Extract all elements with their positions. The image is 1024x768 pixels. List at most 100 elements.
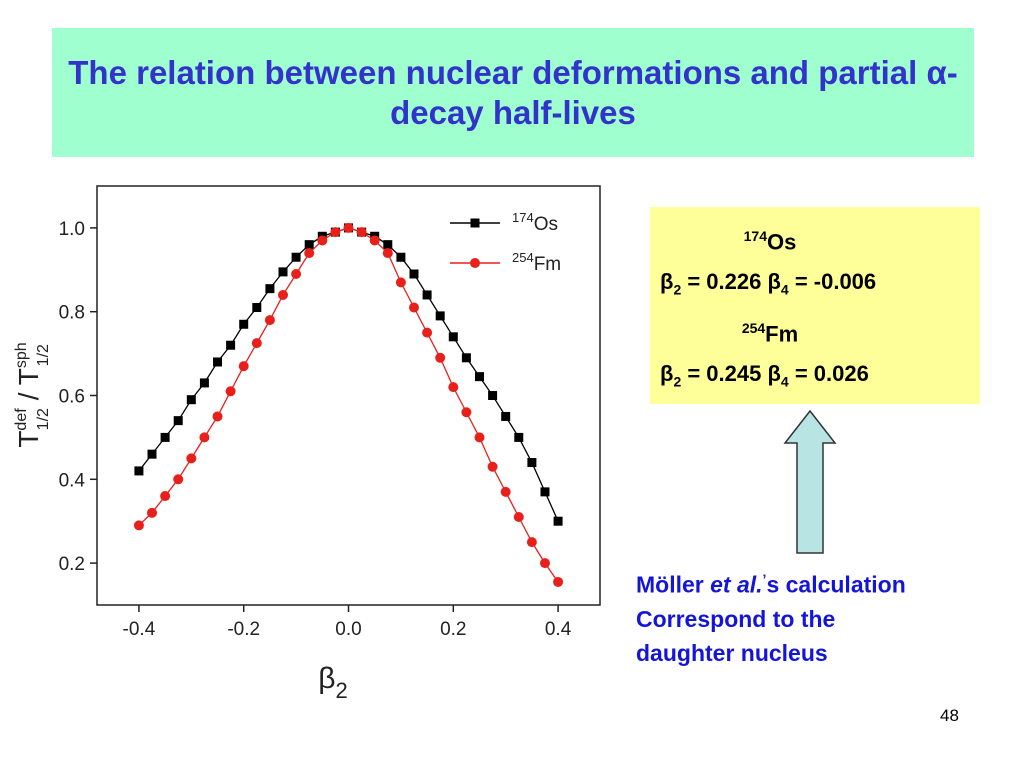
y-tick-label: 1.0 [59,219,85,240]
data-point [251,338,262,349]
data-point [173,474,184,485]
text: β [660,269,674,294]
data-point [186,453,197,464]
y-tick-label: 0.6 [59,387,85,408]
x-axis-label: β2 [318,662,348,700]
subscript: 4 [780,281,789,298]
data-point [199,432,210,443]
y-label-sup: sph [13,342,30,368]
mass-number: 254 [741,320,766,336]
data-point [540,487,550,497]
data-point [448,382,459,393]
data-point [291,268,302,279]
info-line: β2 = 0.245 β4 = 0.026 [660,351,970,397]
data-point [160,432,170,442]
subscript: 4 [780,373,789,390]
data-point [461,353,471,363]
data-point [186,395,196,405]
data-point [500,486,511,497]
data-point [239,319,249,329]
data-point [526,537,537,548]
note-line: daughter nucleus [636,639,828,666]
mass-number: 174 [743,228,767,244]
x-tick-label: 0.2 [440,619,466,640]
data-point [435,352,446,363]
data-point [408,302,419,313]
data-point [527,458,537,468]
text: = -0.006 [788,269,877,294]
data-point [278,289,289,300]
data-point [133,520,144,531]
legend-marker [470,218,480,228]
data-point [553,516,563,526]
data-point [539,558,550,569]
data-point [265,284,275,294]
data-point [212,411,223,422]
legend-label: 254Fm [512,250,561,275]
data-point [160,491,171,502]
arrow [783,409,837,554]
subscript: 2 [673,373,682,390]
apostrophe: ’ [762,571,767,587]
data-point [487,461,498,472]
element: Os [767,229,797,255]
data-point [147,449,157,459]
y-tick-label: 0.4 [59,470,86,491]
data-point [448,332,458,342]
x-label-sub: 2 [336,678,348,700]
series-line [138,227,559,583]
text: Möller [636,571,711,598]
x-label-main: β [318,662,335,695]
data-point [226,340,236,350]
data-point [199,378,209,388]
data-point [514,432,524,442]
data-point [330,227,341,238]
data-point [395,277,406,288]
x-tick-label: 0.0 [335,619,361,640]
x-tick-label: -0.2 [227,619,260,640]
y-label-main: / T [13,368,44,408]
data-point [317,235,328,246]
data-point [134,466,144,476]
info-line: 174Os [660,213,970,259]
text: = 0.026 [788,361,869,386]
y-label-sub: 1/2 [35,408,52,430]
data-point [474,372,484,382]
y-tick-label: 0.8 [59,303,85,324]
x-tick-label: -0.4 [123,619,156,640]
data-point [173,416,183,426]
data-point [356,227,367,238]
data-point [513,512,524,523]
data-point [501,411,511,421]
info-box: 174Os β2 = 0.226 β4 = -0.006 254Fm β2 = … [650,207,980,404]
subscript: 2 [673,281,682,298]
element: Fm [765,321,799,347]
plot-frame [96,185,601,606]
data-point [304,248,315,259]
series-line [138,227,559,522]
page-number: 48 [940,706,959,725]
data-point [264,315,275,326]
data-point [422,327,433,338]
y-tick-label: 0.2 [59,554,85,575]
data-point [278,267,288,277]
data-point [422,290,432,300]
legend-marker [470,258,480,268]
chart: β2 Tdef 1/2 / Tsph 1/2 -0.4 -0.2 0.0 0.2 0.4 0.… [13,185,601,700]
info-line: 254Fm [660,305,970,351]
note-line: Möller et al.’s calculation [636,562,906,602]
text: β [660,361,674,386]
data-point [291,252,301,262]
legend-label: 174Os [512,210,558,235]
data-point [409,269,419,279]
y-label-main: T [13,431,44,448]
data-point [225,386,236,397]
data-point [213,357,223,367]
data-point [461,407,472,418]
data-point [369,235,380,246]
data-point [383,240,393,250]
text: s calculation [766,571,906,598]
data-point [435,311,445,321]
data-point [382,248,393,259]
